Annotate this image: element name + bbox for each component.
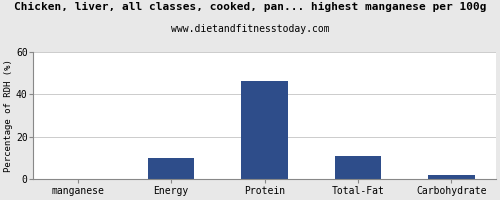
Bar [334,156,382,179]
Bar [241,81,288,179]
Text: www.dietandfitnesstoday.com: www.dietandfitnesstoday.com [170,24,330,34]
Bar [428,175,475,179]
Y-axis label: Percentage of RDH (%): Percentage of RDH (%) [4,59,13,172]
Text: Chicken, liver, all classes, cooked, pan... highest manganese per 100g: Chicken, liver, all classes, cooked, pan… [14,2,486,12]
Bar [148,158,194,179]
